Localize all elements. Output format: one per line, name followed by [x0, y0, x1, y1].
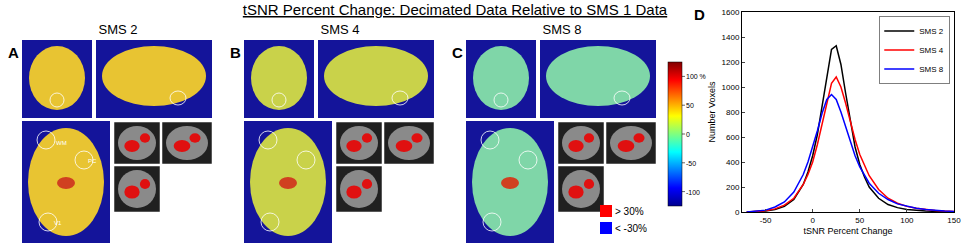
- svg-text:B: B: [230, 44, 241, 61]
- svg-text:600: 600: [726, 133, 740, 142]
- svg-text:800: 800: [726, 108, 740, 117]
- svg-text:0: 0: [810, 216, 815, 225]
- svg-text:PC: PC: [88, 158, 97, 164]
- svg-text:150: 150: [947, 216, 961, 225]
- svg-text:> 30%: > 30%: [615, 206, 644, 217]
- svg-text:100 %: 100 %: [686, 73, 706, 80]
- svg-text:400: 400: [726, 158, 740, 167]
- svg-text:1000: 1000: [722, 83, 740, 92]
- svg-text:SMS 4: SMS 4: [320, 22, 359, 37]
- svg-text:A: A: [8, 44, 19, 61]
- svg-text:SMS 8: SMS 8: [542, 22, 581, 37]
- svg-text:50: 50: [855, 216, 864, 225]
- svg-text:WM: WM: [56, 140, 67, 146]
- svg-text:-100: -100: [686, 189, 700, 196]
- svg-text:1600: 1600: [722, 8, 740, 17]
- svg-text:tSNR Percent Change: tSNR Percent Change: [803, 226, 892, 236]
- svg-text:SMS 4: SMS 4: [919, 46, 944, 55]
- svg-text:SMS 2: SMS 2: [98, 22, 137, 37]
- svg-text:V1: V1: [54, 220, 62, 226]
- svg-text:SMS 8: SMS 8: [919, 65, 944, 74]
- svg-text:SMS 2: SMS 2: [919, 27, 944, 36]
- svg-text:200: 200: [726, 183, 740, 192]
- svg-text:C: C: [452, 44, 463, 61]
- svg-text:Number Voxels: Number Voxels: [707, 81, 717, 143]
- svg-text:1200: 1200: [722, 58, 740, 67]
- svg-text:50: 50: [686, 102, 694, 109]
- svg-text:0: 0: [686, 131, 690, 138]
- svg-text:< -30%: < -30%: [615, 223, 647, 234]
- svg-text:100: 100: [900, 216, 914, 225]
- svg-text:0: 0: [735, 208, 740, 217]
- svg-text:-50: -50: [760, 216, 772, 225]
- svg-text:1400: 1400: [722, 33, 740, 42]
- svg-text:tSNR Percent Change: Decimated: tSNR Percent Change: Decimated Data Rela…: [243, 1, 668, 18]
- svg-text:D: D: [694, 6, 705, 23]
- svg-text:-50: -50: [686, 160, 696, 167]
